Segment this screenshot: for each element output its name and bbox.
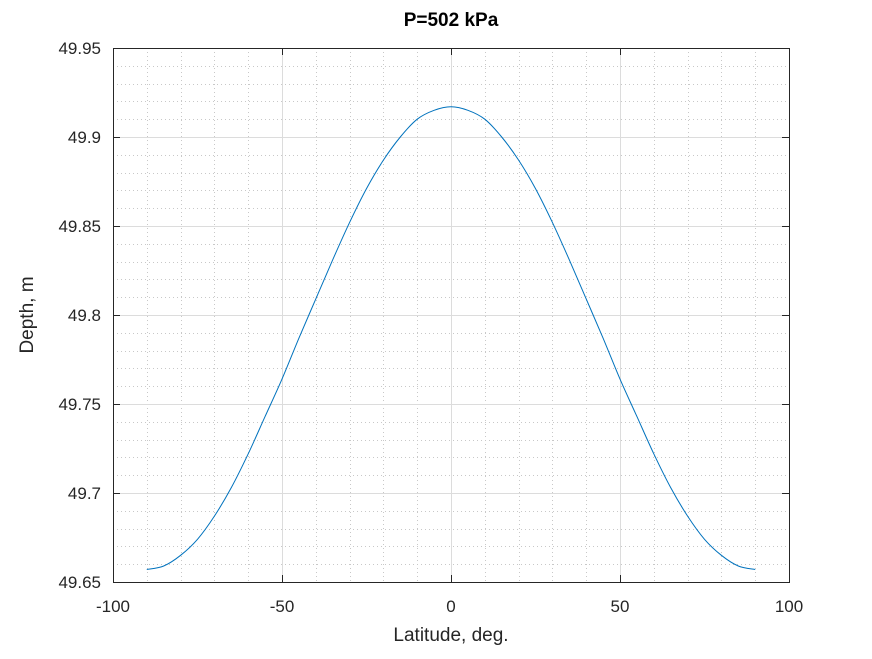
tick-marks — [113, 48, 790, 583]
y-tick-label: 49.75 — [58, 395, 101, 414]
y-tick-label: 49.8 — [68, 306, 101, 325]
y-tick-label: 49.85 — [58, 217, 101, 236]
x-tick-label: 50 — [611, 597, 630, 616]
y-axis-label: Depth, m — [17, 276, 38, 353]
x-tick-label: 0 — [446, 597, 455, 616]
x-tick-labels: -100 -50 0 50 100 — [96, 597, 803, 616]
y-tick-label: 49.9 — [68, 128, 101, 147]
depth-series-line — [146, 106, 756, 571]
y-tick-label: 49.95 — [58, 39, 101, 58]
x-tick-label: -50 — [270, 597, 295, 616]
chart-title: P=502 kPa — [404, 10, 499, 31]
series-layer — [146, 106, 756, 571]
y-tick-labels: 49.65 49.7 49.75 49.8 49.85 49.9 49.95 — [58, 39, 101, 592]
y-tick-label: 49.65 — [58, 573, 101, 592]
x-tick-label: -100 — [96, 597, 130, 616]
x-axis-label: Latitude, deg. — [393, 625, 508, 646]
x-tick-label: 100 — [775, 597, 803, 616]
y-tick-label: 49.7 — [68, 484, 101, 503]
